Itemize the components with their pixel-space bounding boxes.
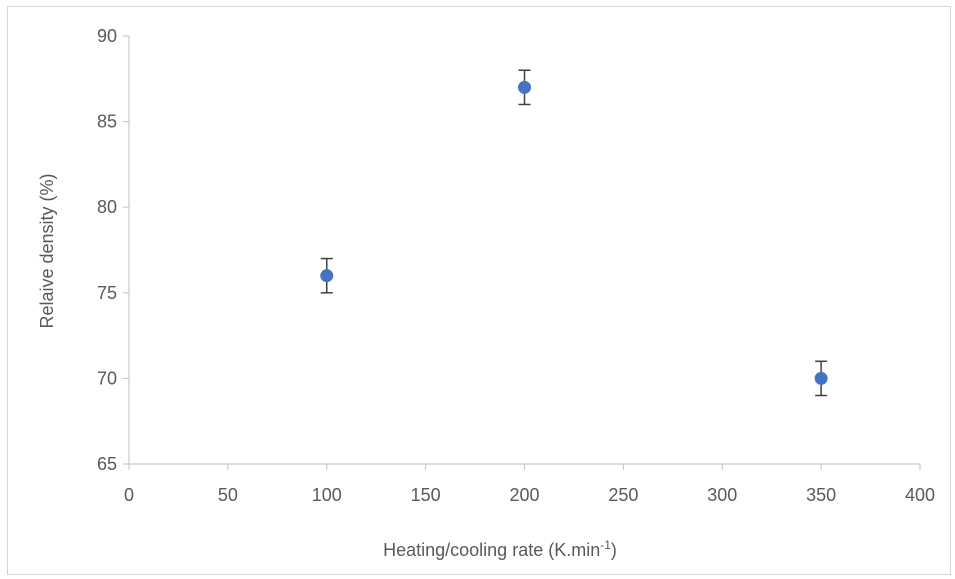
y-tick-label: 80 xyxy=(97,197,117,217)
y-tick-label: 65 xyxy=(97,454,117,474)
x-tick-label: 0 xyxy=(124,485,134,505)
data-point xyxy=(518,80,531,94)
data-point xyxy=(320,269,334,283)
x-tick-label: 50 xyxy=(218,485,238,505)
data-point-group xyxy=(814,360,828,397)
x-tick-label: 150 xyxy=(411,485,441,505)
y-tick-label: 75 xyxy=(97,283,117,303)
x-tick-label: 200 xyxy=(509,485,539,505)
x-axis-title: Heating/cooling rate (K.min-1) xyxy=(383,538,617,560)
data-point-group xyxy=(518,69,531,106)
x-tick-label: 350 xyxy=(806,485,836,505)
data-point-group xyxy=(320,257,334,294)
x-tick-label: 300 xyxy=(707,485,737,505)
marks-layer xyxy=(320,69,828,397)
x-tick-label: 400 xyxy=(905,485,935,505)
x-axis-title-superscript: -1 xyxy=(600,538,611,552)
chart-frame xyxy=(7,6,951,575)
x-axis-title-main: Heating/cooling rate (K.min xyxy=(383,540,600,560)
x-tick-label: 250 xyxy=(608,485,638,505)
y-tick-label: 90 xyxy=(97,26,117,46)
ticks-layer: 65 70 75 80 85 90 0 50 100 150 200 250 300 350 400 xyxy=(97,26,935,505)
y-tick-label: 70 xyxy=(97,368,117,388)
x-axis-title-suffix: ) xyxy=(611,540,617,560)
data-point xyxy=(814,371,828,385)
y-axis-title: Relaive density (%) xyxy=(37,173,57,328)
x-tick-label: 100 xyxy=(312,485,342,505)
y-tick-label: 85 xyxy=(97,112,117,132)
